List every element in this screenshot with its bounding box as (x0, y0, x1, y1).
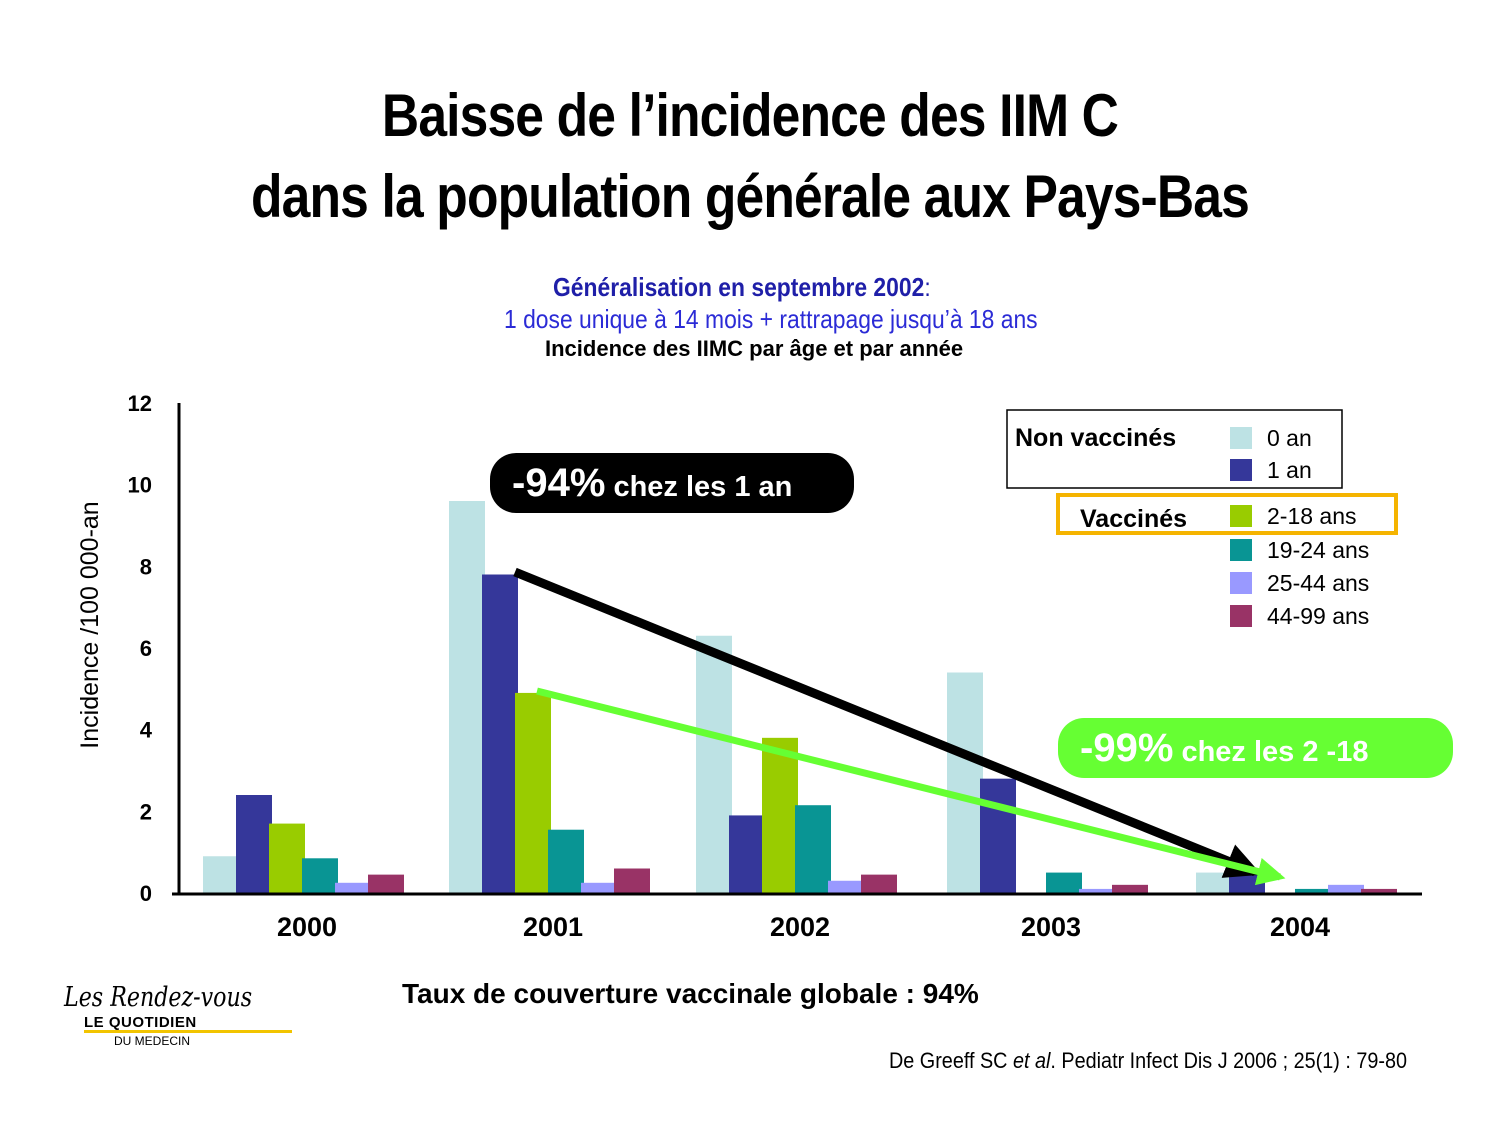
bar-19-24-ans-2002 (795, 805, 831, 893)
x-tick-label: 2003 (1021, 912, 1081, 942)
logo-brand: LE QUOTIDIEN (84, 1014, 197, 1031)
legend-label-44-99-ans: 44-99 ans (1267, 603, 1369, 629)
bar-25-44-ans-2001 (581, 882, 617, 893)
bar-44-99-ans-2002 (861, 874, 897, 893)
legend-label-25-44-ans: 25-44 ans (1267, 570, 1369, 596)
legend-swatch-44-99-ans (1230, 605, 1252, 627)
bar-2-18-ans-2000 (269, 823, 305, 893)
bar-2-18-ans-2002 (762, 737, 798, 893)
y-tick-label: 8 (140, 554, 152, 579)
legend-box-non-vaccinated (1006, 409, 1343, 489)
chart-heading: Incidence des IIMC par âge et par année (545, 336, 964, 361)
arrow-one-year-decline (513, 567, 1262, 878)
y-tick-label: 2 (140, 799, 152, 824)
callout-one-year-label: chez les 1 an (605, 471, 792, 503)
callout-two-eighteen-bubble (1058, 718, 1453, 778)
legend-box-vaccinated (1056, 493, 1398, 535)
y-tick-label: 12 (128, 391, 152, 416)
subtitle-bold: Généralisation en septembre 2002 (553, 272, 925, 302)
legend-swatch-0-an (1230, 427, 1252, 449)
y-tick-label: 6 (140, 636, 152, 661)
bar-44-99-ans-2004 (1361, 888, 1397, 893)
publisher-logo: Les Rendez-vous LE QUOTIDIEN DU MEDECIN (64, 982, 292, 1052)
legend-label-1-an: 1 an (1267, 457, 1312, 483)
bar-25-44-ans-2004 (1328, 884, 1364, 893)
logo-underline (84, 1030, 292, 1033)
bar-0-an-2000 (203, 856, 239, 893)
coverage-footer: Taux de couverture vaccinale globale : 9… (402, 978, 979, 1009)
bar-1-an-2001 (482, 574, 518, 893)
y-axis-label: Incidence /100 000-an (76, 501, 104, 748)
bar-1-an-2000 (236, 795, 272, 893)
callout-one-year-text: -94% chez les 1 an (512, 461, 792, 505)
legend-swatch-1-an (1230, 459, 1252, 481)
bar-0-an-2003 (947, 672, 983, 893)
x-tick-label: 2004 (1270, 912, 1330, 942)
x-tick-label: 2001 (523, 912, 583, 942)
legend-group-non-vaccinated: Non vaccinés (1015, 424, 1176, 452)
bar-25-44-ans-2002 (828, 880, 864, 893)
slide-title-line2: dans la population générale aux Pays-Bas (251, 163, 1250, 230)
bar-1-an-2004 (1229, 872, 1265, 893)
bar-19-24-ans-2000 (302, 858, 338, 893)
bar-25-44-ans-2000 (335, 882, 371, 893)
bar-44-99-ans-2001 (614, 868, 650, 893)
legend-swatch-25-44-ans (1230, 572, 1252, 594)
y-tick-label: 4 (140, 718, 153, 743)
bar-1-an-2003 (980, 778, 1016, 893)
legend-swatch-19-24-ans (1230, 539, 1252, 561)
bar-19-24-ans-2004 (1295, 888, 1331, 893)
subtitle-colon: : (924, 272, 931, 302)
y-tick-label: 10 (128, 473, 152, 498)
bar-0-an-2002 (696, 635, 732, 893)
bar-44-99-ans-2003 (1112, 884, 1148, 893)
subtitle-line2: 1 dose unique à 14 mois + rattrapage jus… (504, 304, 1038, 334)
bar-0-an-2004 (1196, 872, 1232, 893)
bar-19-24-ans-2001 (548, 829, 584, 893)
x-tick-label: 2000 (277, 912, 337, 942)
citation: De Greeff SC et al. Pediatr Infect Dis J… (889, 1048, 1407, 1074)
legend-swatch-2-18-ans (1230, 505, 1252, 527)
legend-label-2-18-ans: 2-18 ans (1267, 503, 1357, 529)
y-tick-label: 0 (140, 881, 152, 906)
subtitle-line1: Généralisation en septembre 2002: (553, 272, 931, 303)
bar-2-18-ans-2001 (515, 692, 551, 893)
callout-two-eighteen-percent: -99% (1080, 726, 1173, 770)
bar-0-an-2001 (449, 501, 485, 893)
bar-44-99-ans-2000 (368, 874, 404, 893)
citation-etal: et al (1012, 1048, 1051, 1073)
legend-group-vaccinated: Vaccinés (1080, 505, 1187, 533)
bar-25-44-ans-2003 (1079, 888, 1115, 893)
citation-rest: . Pediatr Infect Dis J 2006 ; 25(1) : 79… (1050, 1048, 1408, 1073)
arrow-two-eighteen-decline (536, 687, 1286, 886)
callout-one-year-percent: -94% (512, 461, 605, 505)
callout-one-year-bubble (490, 453, 854, 513)
slide-title-line1: Baisse de l’incidence des IIM C (381, 82, 1119, 149)
bar-19-24-ans-2003 (1046, 872, 1082, 893)
callout-two-eighteen-text: -99% chez les 2 -18 (1080, 726, 1368, 770)
x-tick-label: 2002 (770, 912, 830, 942)
legend-label-19-24-ans: 19-24 ans (1267, 537, 1369, 563)
callout-two-eighteen-label: chez les 2 -18 (1173, 736, 1368, 768)
logo-script: Les Rendez-vous (64, 982, 253, 1013)
logo-sub: DU MEDECIN (114, 1034, 191, 1048)
legend-label-0-an: 0 an (1267, 425, 1312, 451)
citation-authors: De Greeff SC (889, 1048, 1013, 1073)
bar-chart: 0 2 4 6 8 10 12 Incidence /100 000-an 2000 2001 20… (76, 391, 1453, 942)
bar-1-an-2002 (729, 815, 765, 893)
